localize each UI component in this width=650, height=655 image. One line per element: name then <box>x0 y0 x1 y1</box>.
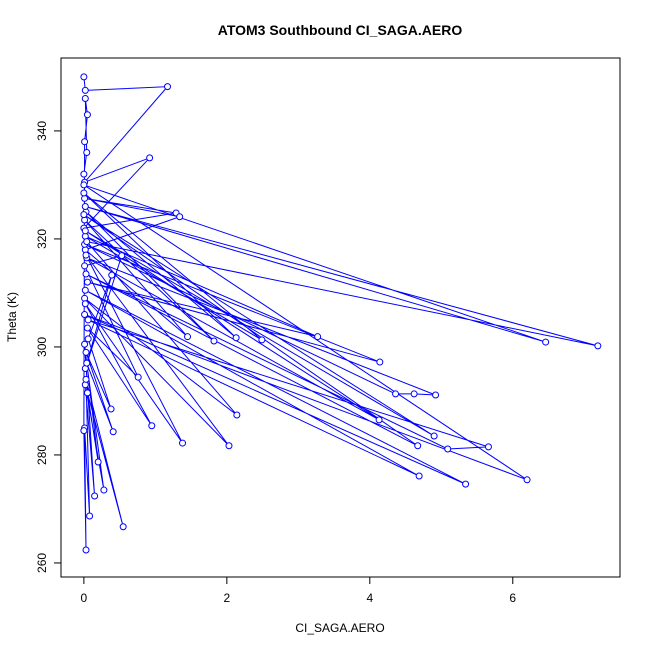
data-point <box>94 458 102 466</box>
data-point <box>232 334 240 342</box>
data-point <box>410 390 418 398</box>
data-point <box>80 181 88 189</box>
data-point <box>91 492 99 500</box>
data-point <box>80 170 88 178</box>
data-point <box>81 203 89 211</box>
data-point <box>81 227 89 235</box>
y-axis-label: Theta (K) <box>5 292 19 342</box>
data-point <box>83 278 91 286</box>
data-point <box>109 428 117 436</box>
data-point <box>81 311 89 319</box>
data-point <box>375 416 383 424</box>
data-point <box>83 324 91 332</box>
data-point <box>392 390 400 398</box>
data-point <box>86 512 94 520</box>
data-point <box>100 486 108 494</box>
x-tick-label: 4 <box>366 591 373 605</box>
data-point <box>462 480 470 488</box>
data-point <box>146 154 154 162</box>
data-point <box>83 389 91 397</box>
data-point <box>84 316 92 324</box>
data-point <box>83 149 91 157</box>
data-point <box>258 336 266 344</box>
data-point <box>81 86 89 94</box>
x-tick-label: 6 <box>509 591 516 605</box>
data-point <box>80 189 88 197</box>
data-point <box>164 83 172 91</box>
data-point <box>80 73 88 81</box>
data-point <box>108 271 116 279</box>
data-point <box>314 333 322 341</box>
data-point <box>82 348 90 356</box>
data-point <box>83 359 91 367</box>
data-point <box>83 111 91 119</box>
data-point <box>84 335 92 343</box>
data-point <box>414 442 422 450</box>
data-point <box>184 333 192 341</box>
chart-title: ATOM3 Southbound CI_SAGA.AERO <box>218 22 463 38</box>
data-point <box>82 546 90 554</box>
data-point <box>542 338 550 346</box>
y-tick-label: 320 <box>35 229 49 249</box>
data-point <box>430 432 438 440</box>
data-point <box>376 358 384 366</box>
data-point <box>176 213 184 221</box>
data-point <box>81 138 89 146</box>
data-point <box>82 375 90 383</box>
data-point <box>594 342 602 350</box>
data-point <box>523 476 531 484</box>
data-point <box>80 211 88 219</box>
y-tick-label: 280 <box>35 445 49 465</box>
plot-box <box>60 57 621 578</box>
data-point <box>118 252 126 260</box>
y-tick-label: 300 <box>35 337 49 357</box>
data-point <box>81 300 89 308</box>
data-point <box>148 422 156 430</box>
data-point <box>81 95 89 103</box>
data-point <box>432 391 440 399</box>
data-point <box>81 340 89 348</box>
data-point <box>81 286 89 294</box>
data-point <box>210 337 218 345</box>
data-point <box>81 262 89 270</box>
y-tick-label: 340 <box>35 121 49 141</box>
data-point <box>119 523 127 531</box>
data-point <box>82 251 90 259</box>
data-point <box>225 442 233 450</box>
data-point <box>83 238 91 246</box>
data-point <box>233 411 241 419</box>
x-axis-label: CI_SAGA.AERO <box>295 621 384 635</box>
data-point <box>80 427 88 435</box>
data-point <box>484 443 492 451</box>
data-point <box>415 472 423 480</box>
data-point <box>179 439 187 447</box>
x-tick-label: 0 <box>81 591 88 605</box>
y-tick-label: 260 <box>35 553 49 573</box>
data-point <box>134 373 142 381</box>
data-point <box>444 445 452 453</box>
x-tick-label: 2 <box>223 591 230 605</box>
data-point <box>107 405 115 413</box>
data-point <box>82 270 90 278</box>
